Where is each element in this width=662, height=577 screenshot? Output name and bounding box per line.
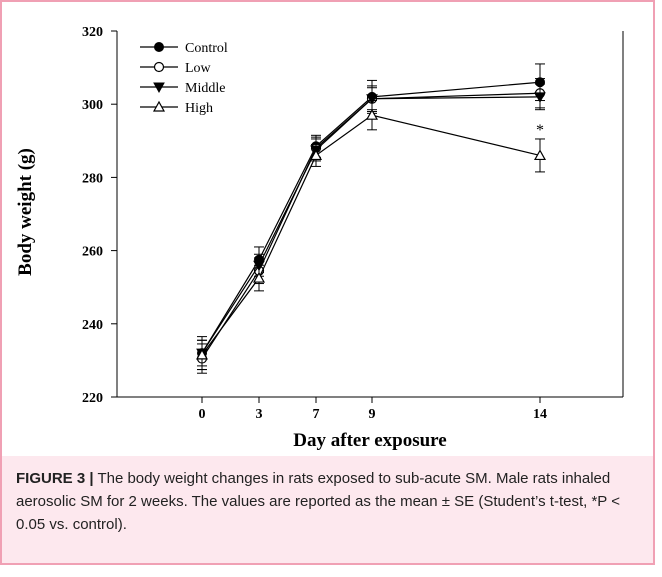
legend-marker [154, 42, 164, 52]
figure-caption: FIGURE 3 | The body weight changes in ra… [16, 467, 646, 536]
caption-label: FIGURE 3 | [16, 470, 94, 487]
x-tick-label: 7 [313, 407, 320, 422]
x-tick-label: 3 [256, 407, 263, 422]
y-tick-label: 320 [82, 25, 103, 40]
chart-series: * [195, 63, 547, 374]
legend-marker [153, 82, 165, 94]
legend-label: High [185, 101, 213, 116]
data-point [365, 108, 379, 120]
legend-item: Control [140, 41, 228, 56]
data-point [309, 149, 323, 161]
x-tick-label: 9 [369, 407, 376, 422]
legend-label: Control [185, 41, 228, 56]
legend-label: Middle [185, 81, 225, 96]
legend-label: Low [185, 61, 212, 76]
data-point [366, 94, 378, 105]
caption-box [0, 456, 655, 565]
y-tick-label: 220 [82, 391, 103, 406]
y-tick-label: 240 [82, 318, 103, 333]
legend-item: Middle [140, 81, 225, 96]
x-tick-label: 14 [533, 407, 547, 422]
data-point [252, 271, 266, 283]
y-tick-label: 300 [82, 98, 103, 113]
legend-marker [152, 100, 166, 112]
y-tick-label: 260 [82, 245, 103, 260]
series-middle [196, 83, 546, 367]
data-point [195, 348, 209, 360]
series-line [201, 92, 541, 359]
series-line [201, 114, 541, 356]
data-point [533, 149, 547, 161]
caption-text: The body weight changes in rats exposed … [16, 470, 620, 533]
series-line [201, 81, 541, 354]
chart-axes: 220 240 260 280 300 320 0 3 7 9 14 [82, 25, 624, 422]
legend-marker [153, 61, 165, 73]
series-high [195, 100, 547, 371]
y-tick-label: 280 [82, 171, 103, 186]
legend-item: Low [140, 61, 212, 76]
x-tick-label: 0 [199, 407, 206, 422]
data-point [534, 92, 546, 103]
series-line [201, 96, 541, 354]
series-low [196, 78, 546, 374]
y-axis-label: Body weight (g) [15, 148, 36, 276]
x-axis-label: Day after exposure [293, 430, 446, 451]
body-weight-chart: 220 240 260 280 300 320 0 3 7 9 14 * Control Low Mid… [15, 25, 624, 451]
chart-legend: Control Low Middle High [140, 41, 228, 116]
legend-item: High [140, 100, 213, 116]
significance-marker: * [536, 122, 544, 139]
